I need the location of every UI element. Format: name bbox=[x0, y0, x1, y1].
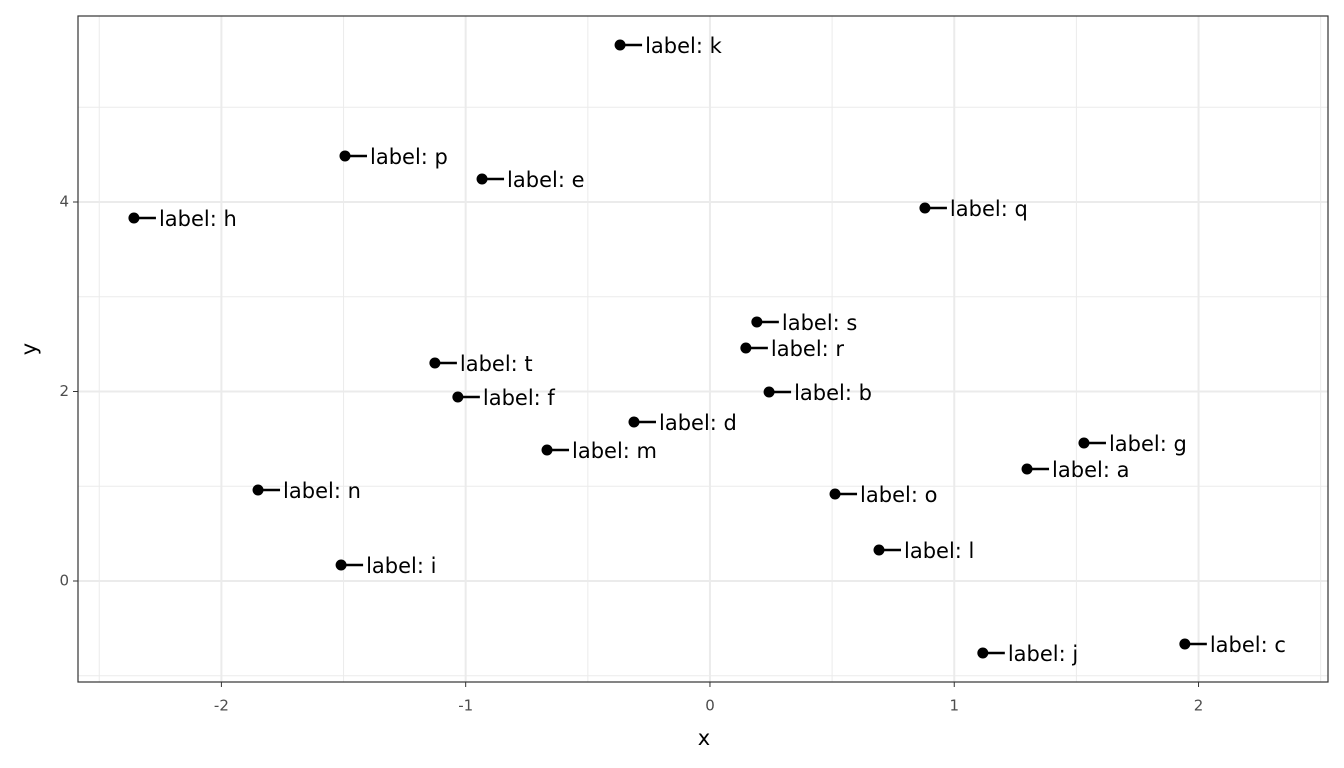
point-label: label: n bbox=[283, 479, 361, 503]
point bbox=[335, 559, 347, 571]
point-label: label: h bbox=[159, 207, 237, 231]
point-label: label: l bbox=[904, 539, 974, 563]
point-label: label: r bbox=[771, 337, 845, 361]
x-tick-label: 1 bbox=[949, 697, 959, 715]
point-label: label: f bbox=[483, 386, 556, 410]
point-label: label: j bbox=[1008, 642, 1078, 666]
point-label: label: e bbox=[507, 168, 584, 192]
point-label: label: d bbox=[659, 411, 737, 435]
point bbox=[977, 647, 989, 659]
point bbox=[751, 316, 763, 328]
point-label: label: q bbox=[950, 197, 1028, 221]
point bbox=[541, 444, 553, 456]
point-label: label: k bbox=[645, 34, 723, 58]
y-tick-label: 2 bbox=[59, 382, 69, 400]
y-tick-label: 4 bbox=[59, 192, 69, 210]
point bbox=[429, 357, 441, 369]
point-label: label: t bbox=[460, 352, 533, 376]
point bbox=[1179, 638, 1191, 650]
point-label: label: p bbox=[370, 145, 448, 169]
point-label: label: b bbox=[794, 381, 872, 405]
point bbox=[476, 173, 488, 185]
point bbox=[740, 342, 752, 354]
point bbox=[452, 391, 464, 403]
point bbox=[919, 202, 931, 214]
point-label: label: o bbox=[860, 483, 937, 507]
x-axis-title: x bbox=[698, 726, 710, 750]
x-tick-label: 2 bbox=[1194, 697, 1204, 715]
x-tick-label: -2 bbox=[214, 697, 229, 715]
point bbox=[339, 150, 351, 162]
point-label: label: s bbox=[782, 311, 857, 335]
point bbox=[628, 416, 640, 428]
point-label: label: m bbox=[572, 439, 657, 463]
point bbox=[1021, 463, 1033, 475]
point bbox=[614, 39, 626, 51]
x-tick-label: -1 bbox=[458, 697, 473, 715]
y-axis-title: y bbox=[17, 343, 41, 355]
point bbox=[1078, 437, 1090, 449]
point bbox=[829, 488, 841, 500]
point-label: label: c bbox=[1210, 633, 1286, 657]
y-tick-label: 0 bbox=[59, 571, 69, 589]
point-label: label: a bbox=[1052, 458, 1129, 482]
panel-border bbox=[77, 15, 1329, 683]
marks: label: k label: p label: e label: h label: q… bbox=[128, 34, 1286, 666]
grid bbox=[78, 16, 1328, 682]
point bbox=[873, 544, 885, 556]
point bbox=[252, 484, 264, 496]
x-tick-label: 0 bbox=[705, 697, 715, 715]
point bbox=[763, 386, 775, 398]
point bbox=[128, 212, 140, 224]
point-label: label: i bbox=[366, 554, 436, 578]
point-label: label: g bbox=[1109, 432, 1187, 456]
